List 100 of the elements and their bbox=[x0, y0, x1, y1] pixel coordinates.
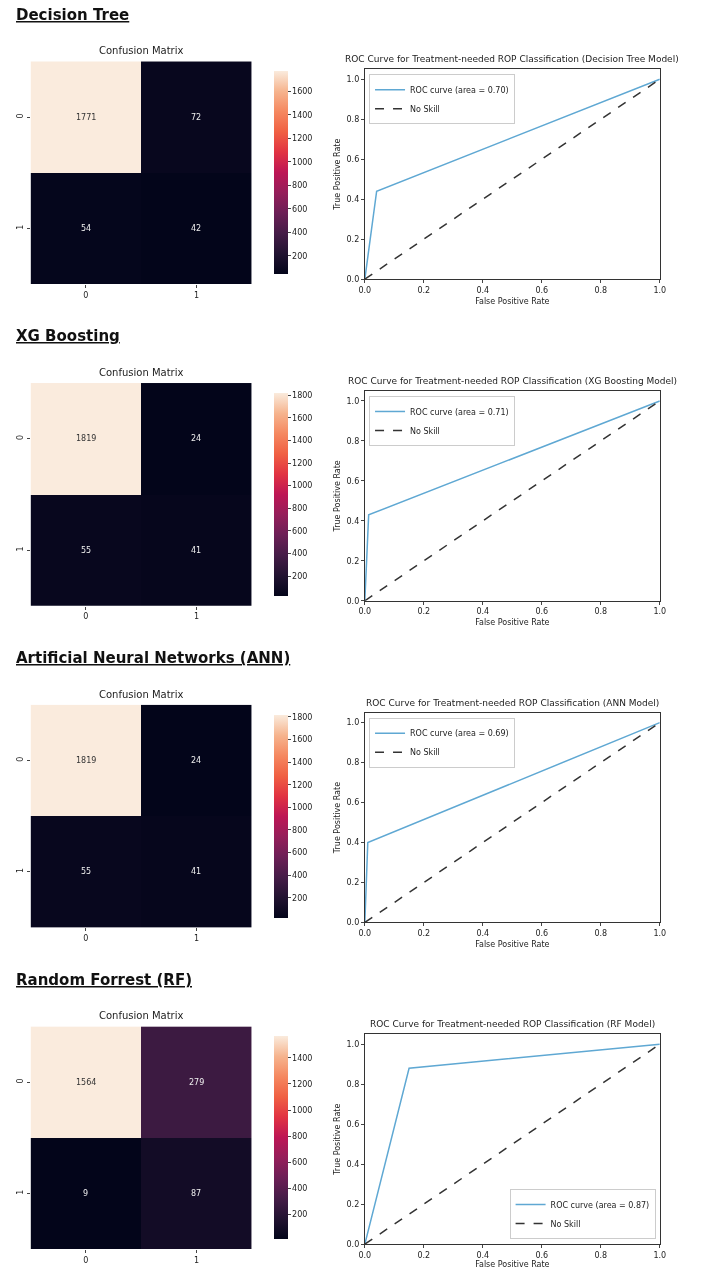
y-tick-label: 0.8 bbox=[346, 758, 360, 768]
color-bar-label: 200 bbox=[292, 571, 308, 581]
chart-title: Confusion Matrix bbox=[99, 689, 184, 700]
y-tick-label: 1.0 bbox=[346, 396, 360, 406]
y-tick-label: 0.4 bbox=[346, 1159, 360, 1169]
x-axis-title: False Positive Rate bbox=[475, 296, 550, 306]
data-label: 1819 bbox=[76, 756, 97, 765]
data-label: 54 bbox=[81, 224, 92, 233]
y-axis-title: True Positive Rate bbox=[333, 138, 343, 211]
color-bar-label: 800 bbox=[292, 825, 308, 835]
chart-title: ROC Curve for Treatment-needed ROP Classification (XG Boosting Model) bbox=[348, 376, 678, 386]
x-tick-label: 1.0 bbox=[653, 607, 667, 617]
color-bar-label: 1400 bbox=[292, 436, 313, 446]
y-tick-label: 1 bbox=[16, 224, 26, 230]
color-bar-label: 400 bbox=[292, 1184, 308, 1194]
color-bar-label: 400 bbox=[292, 228, 308, 238]
color-bar-label: 400 bbox=[292, 870, 308, 880]
color-bar-label: 1600 bbox=[292, 87, 313, 97]
x-tick-label: 0 bbox=[83, 290, 89, 300]
x-tick-label: 0.4 bbox=[476, 929, 490, 939]
y-tick-label: 0.2 bbox=[346, 556, 360, 566]
x-tick-label: 0.0 bbox=[358, 929, 372, 939]
legend-label: ROC curve (area = 0.87) bbox=[550, 1200, 650, 1210]
chart-title: ROC Curve for Treatment-needed ROP Classification (RF Model) bbox=[370, 1019, 656, 1029]
y-tick-label: 0.2 bbox=[346, 1199, 360, 1209]
x-tick-label: 0.4 bbox=[476, 285, 490, 295]
y-tick-label: 0.8 bbox=[346, 115, 360, 125]
y-tick-label: 1.0 bbox=[346, 718, 360, 728]
legend-label: No Skill bbox=[410, 426, 440, 436]
x-tick-label: 0 bbox=[83, 934, 89, 943]
legend-label: ROC curve (area = 0.71) bbox=[410, 407, 509, 417]
color-bar-label: 1200 bbox=[292, 1079, 313, 1089]
x-tick-label: 0.4 bbox=[476, 1250, 490, 1260]
x-tick-label: 0.6 bbox=[535, 929, 549, 939]
legend-label: No Skill bbox=[550, 1219, 581, 1229]
data-label: 1819 bbox=[76, 434, 97, 443]
y-tick-label: 1.0 bbox=[346, 75, 360, 85]
y-tick-label: 0 bbox=[16, 1078, 26, 1084]
color-bar-label: 800 bbox=[292, 504, 308, 514]
data-label: 9 bbox=[83, 1189, 89, 1198]
color-bar-label: 1800 bbox=[292, 390, 313, 400]
chart-title: Confusion Matrix bbox=[99, 1010, 184, 1021]
x-tick-label: 1 bbox=[193, 290, 200, 300]
x-tick-label: 0.0 bbox=[358, 1250, 372, 1260]
x-axis-title: False Positive Rate bbox=[475, 618, 550, 628]
y-tick-label: 0.0 bbox=[346, 274, 360, 284]
legend-label: ROC curve (area = 0.69) bbox=[410, 729, 509, 739]
data-label: 24 bbox=[191, 756, 202, 765]
legend-label: No Skill bbox=[410, 104, 440, 114]
color-bar-label: 1000 bbox=[292, 157, 313, 167]
data-label: 1771 bbox=[76, 113, 97, 122]
color-bar-label: 1600 bbox=[292, 413, 313, 423]
y-tick-label: 1 bbox=[16, 546, 26, 552]
y-tick-label: 0.6 bbox=[346, 155, 360, 165]
x-tick-label: 0 bbox=[83, 612, 89, 622]
y-tick-label: 0 bbox=[16, 434, 26, 441]
color-bar-label: 1600 bbox=[292, 735, 313, 745]
x-tick-label: 0.6 bbox=[535, 285, 549, 295]
y-tick-label: 0 bbox=[16, 756, 26, 762]
y-tick-label: 0.0 bbox=[346, 1239, 360, 1249]
text: XG Boosting bbox=[16, 327, 120, 345]
x-tick-label: 0.2 bbox=[417, 607, 431, 617]
data-label: 55 bbox=[81, 546, 92, 555]
y-tick-label: 1 bbox=[16, 867, 26, 874]
color-bar-label: 1000 bbox=[292, 1105, 313, 1115]
x-tick-label: 0.2 bbox=[417, 1250, 431, 1260]
y-axis-title: True Positive Rate bbox=[333, 1103, 343, 1176]
color-bar-label: 600 bbox=[292, 848, 308, 858]
data-label: 72 bbox=[191, 113, 202, 122]
x-tick-label: 0.0 bbox=[358, 607, 372, 617]
chart-title: Confusion Matrix bbox=[99, 367, 184, 378]
y-tick-label: 0.4 bbox=[346, 516, 360, 526]
legend-label: ROC curve (area = 0.70) bbox=[410, 85, 509, 95]
data-label: 1564 bbox=[76, 1078, 97, 1087]
chart-title: ROC Curve for Treatment-needed ROP Classification (Decision Tree Model) bbox=[345, 54, 679, 64]
color-bar-label: 600 bbox=[292, 526, 308, 536]
legend-label: No Skill bbox=[410, 748, 440, 758]
y-tick-label: 0.2 bbox=[346, 234, 360, 244]
x-tick-label: 0.8 bbox=[594, 929, 608, 939]
x-tick-label: 0 bbox=[83, 1255, 89, 1265]
x-tick-label: 0.4 bbox=[476, 607, 490, 617]
color-bar-label: 1200 bbox=[292, 458, 313, 468]
color-bar-label: 800 bbox=[292, 1131, 308, 1141]
x-tick-label: 1 bbox=[193, 1255, 200, 1265]
y-tick-label: 0.8 bbox=[346, 1080, 360, 1090]
x-tick-label: 0.2 bbox=[417, 285, 431, 295]
color-bar-label: 400 bbox=[292, 549, 308, 559]
color-bar-label: 800 bbox=[292, 181, 308, 191]
y-tick-label: 1 bbox=[16, 1189, 26, 1195]
x-tick-label: 0.8 bbox=[594, 1250, 608, 1260]
x-tick-label: 0.0 bbox=[358, 285, 372, 295]
x-tick-label: 1.0 bbox=[653, 285, 667, 295]
y-tick-label: 0.0 bbox=[346, 596, 360, 606]
y-tick-label: 0.6 bbox=[346, 1120, 360, 1130]
x-tick-label: 1 bbox=[193, 612, 200, 622]
y-tick-label: 0.4 bbox=[346, 838, 360, 848]
y-tick-label: 0.6 bbox=[346, 476, 360, 486]
y-tick-label: 0 bbox=[16, 113, 26, 119]
data-label: 87 bbox=[191, 1189, 202, 1198]
x-tick-label: 1 bbox=[193, 934, 200, 943]
